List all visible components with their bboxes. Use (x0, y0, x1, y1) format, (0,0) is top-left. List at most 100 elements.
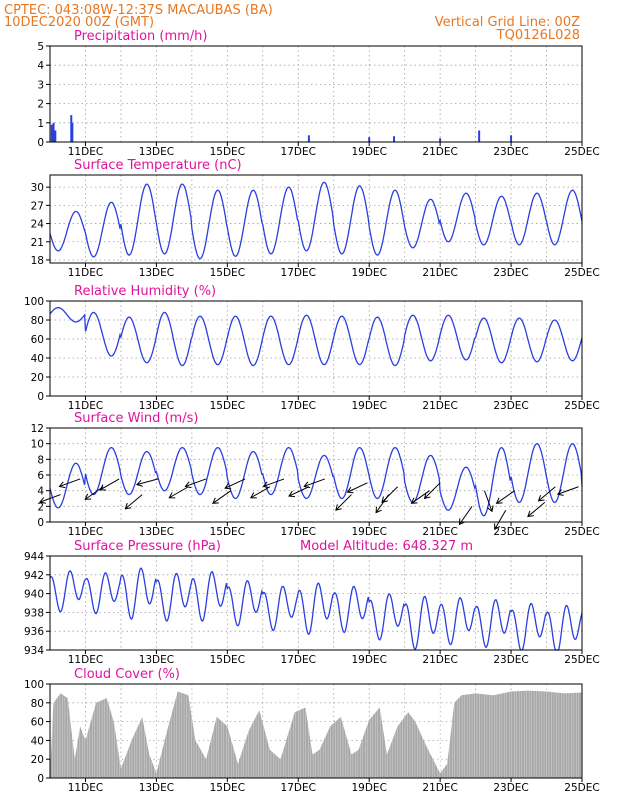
wind-arrow-head (288, 490, 295, 498)
y-tick-label: 60 (31, 334, 44, 346)
y-tick-label: 944 (24, 551, 44, 563)
wind-arrow-shaft (424, 482, 441, 499)
wind-arrow-shaft (224, 478, 246, 489)
y-tick-label: 10 (31, 439, 44, 451)
y-tick-label: 940 (24, 589, 44, 601)
wind-arrow-head (39, 497, 46, 504)
x-tick-label: 15DEC (210, 654, 245, 666)
x-tick-label: 23DEC (493, 267, 528, 279)
wind-arrow-head (84, 493, 92, 500)
panel-frame (49, 174, 583, 264)
x-tick-label: 19DEC (351, 526, 386, 538)
panel-title: Surface Wind (m/s) (74, 411, 198, 426)
precip-bar (439, 138, 442, 142)
x-tick-label: 25DEC (564, 146, 599, 158)
x-tick-label: 21DEC (422, 654, 457, 666)
header-model-code: TQ0126L028 (496, 28, 580, 43)
y-tick-label: 0 (37, 773, 44, 785)
x-tick-label: 15DEC (210, 400, 245, 412)
wind-arrow-shaft (527, 502, 546, 517)
precip-bar (307, 135, 310, 142)
x-tick-label: 11DEC (68, 526, 103, 538)
wind-arrow-head (458, 518, 466, 526)
wind-arrow-shaft (212, 490, 232, 504)
precip-bar (368, 137, 371, 142)
precip-bar (54, 130, 57, 142)
header-grid-note: Vertical Grid Line: 00Z (435, 15, 580, 30)
wind-arrow-head (99, 484, 107, 491)
panel-frame (49, 45, 583, 143)
panel-title: Cloud Cover (%) (74, 667, 180, 682)
wind-arrow-head (135, 479, 143, 487)
y-tick-label: 100 (24, 296, 44, 308)
y-tick-label: 100 (24, 679, 44, 691)
y-tick-label: 8 (37, 454, 44, 466)
x-tick-label: 23DEC (493, 400, 528, 412)
x-tick-label: 11DEC (68, 146, 103, 158)
wind-line (49, 443, 583, 517)
pressure-line (49, 567, 583, 651)
y-tick-label: 2 (37, 501, 44, 513)
wind-arrow-shaft (185, 478, 207, 487)
y-tick-label: 2 (37, 99, 44, 111)
wind-arrow-shaft (459, 506, 473, 525)
x-tick-label: 19DEC (351, 146, 386, 158)
x-tick-label: 13DEC (139, 267, 174, 279)
y-tick-label: 0 (37, 137, 44, 149)
y-tick-label: 40 (31, 353, 44, 365)
header-run-time: 10DEC2020 00Z (GMT) (4, 15, 154, 30)
wind-arrow-head (224, 482, 232, 490)
panel-wind: 0 2 4 6 8 10 12 11DEC 13DEC 15DEC 17DEC 19DEC 21DEC 2… (31, 411, 600, 538)
y-tick-label: 6 (37, 470, 44, 482)
precip-bar (478, 130, 481, 142)
x-tick-label: 13DEC (139, 146, 174, 158)
precip-bar (50, 124, 53, 142)
wind-arrow-head (487, 505, 494, 513)
humidity-line (49, 307, 583, 367)
y-tick-label: 21 (31, 237, 44, 249)
wind-arrow-head (537, 495, 545, 502)
x-tick-label: 17DEC (281, 400, 316, 412)
x-tick-label: 11DEC (68, 654, 103, 666)
x-tick-label: 15DEC (210, 526, 245, 538)
x-tick-label: 13DEC (139, 400, 174, 412)
wind-arrow-shaft (557, 486, 579, 495)
x-tick-label: 21DEC (422, 400, 457, 412)
x-tick-label: 21DEC (422, 146, 457, 158)
wind-arrow-head (335, 504, 342, 511)
precip-bar (393, 136, 396, 142)
y-tick-label: 936 (24, 626, 44, 638)
x-tick-label: 25DEC (564, 526, 599, 538)
x-tick-label: 17DEC (281, 782, 316, 794)
x-tick-label: 25DEC (564, 782, 599, 794)
y-tick-label: 934 (24, 645, 44, 657)
x-tick-label: 25DEC (564, 400, 599, 412)
panel-cloud-cover: 0 20 40 60 80 100 11DEC 13DEC 15DEC 17DEC 19DEC 21D… (24, 667, 600, 794)
wind-arrow-head (494, 523, 501, 531)
x-tick-label: 19DEC (351, 654, 386, 666)
x-tick-label: 15DEC (210, 782, 245, 794)
wind-arrow-head (495, 497, 503, 504)
wind-arrow-shaft (494, 509, 507, 530)
wind-arrow-shaft (263, 478, 285, 487)
x-tick-label: 13DEC (139, 782, 174, 794)
x-tick-label: 25DEC (564, 654, 599, 666)
wind-arrow-head (381, 496, 388, 503)
wind-arrow-shaft (250, 486, 271, 499)
x-tick-label: 21DEC (422, 267, 457, 279)
precip-bar (52, 122, 55, 142)
plot-area (49, 307, 583, 367)
x-tick-label: 25DEC (564, 267, 599, 279)
x-tick-label: 11DEC (68, 400, 103, 412)
panel-frame (49, 427, 583, 523)
y-tick-label: 0 (37, 391, 44, 403)
x-tick-label: 15DEC (210, 146, 245, 158)
panel-frame (49, 300, 583, 397)
x-tick-label: 13DEC (139, 654, 174, 666)
wind-arrow-shaft (136, 478, 159, 486)
wind-arrow-head (303, 481, 311, 489)
wind-arrow-shaft (381, 486, 398, 503)
y-tick-label: 30 (31, 182, 44, 194)
y-tick-label: 60 (31, 717, 44, 729)
